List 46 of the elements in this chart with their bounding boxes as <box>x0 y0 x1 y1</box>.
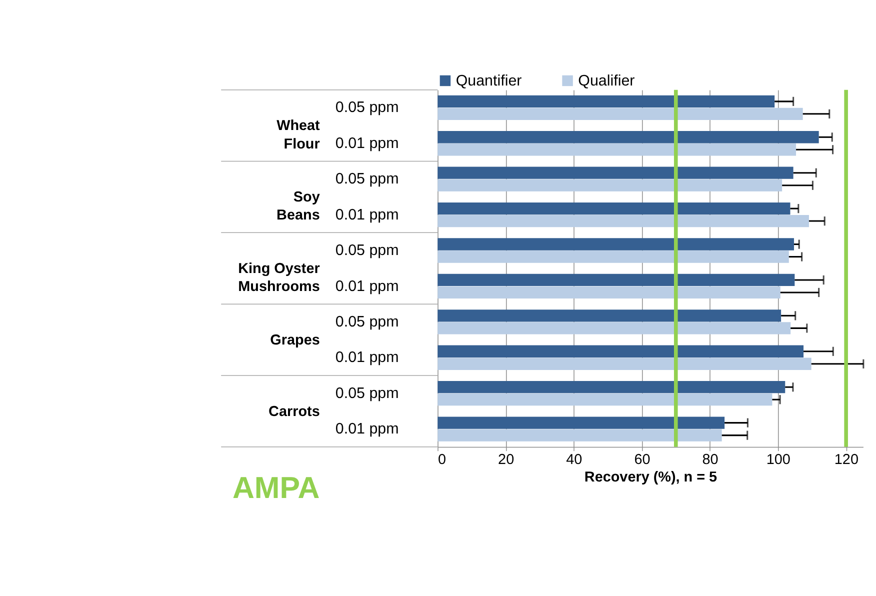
text: Wheat Flour <box>276 118 320 152</box>
text: King Oyster Mushrooms <box>238 260 320 296</box>
y-tick-label: 0.05 ppm <box>335 242 399 260</box>
bar <box>438 381 786 394</box>
bar <box>438 358 812 370</box>
x-tick-label: 120 <box>834 452 858 468</box>
legend-label: Qualifier <box>578 72 635 90</box>
x-tick-label: 20 <box>498 452 514 468</box>
bar <box>438 95 775 108</box>
y-tick-label: 0.05 ppm <box>335 170 399 188</box>
x-tick-label: 100 <box>766 452 790 468</box>
bar <box>438 131 819 144</box>
legend-label: Quantifier <box>456 72 522 90</box>
x-tick-label: 80 <box>702 452 718 468</box>
y-tick-label: 0.01 ppm <box>335 206 399 224</box>
bar <box>438 286 780 299</box>
bar <box>438 202 790 215</box>
bar <box>438 322 791 334</box>
bar <box>438 108 803 120</box>
bar <box>438 345 804 358</box>
x-tick-label: 0 <box>438 452 446 468</box>
y-tick-label: 0.01 ppm <box>335 278 399 295</box>
bar <box>438 394 772 406</box>
x-tick-label: 40 <box>566 452 582 468</box>
bar <box>438 214 809 228</box>
y-tick-label: 0.05 ppm <box>335 313 399 330</box>
bar <box>438 250 789 263</box>
bar <box>438 429 722 442</box>
text: Grapes <box>270 332 320 348</box>
bar <box>438 179 782 192</box>
x-axis-title: Recovery (%), n = 5 <box>584 469 718 486</box>
y-tick-label: 0.01 ppm <box>335 349 399 366</box>
y-tick-label: 0.01 ppm <box>335 134 399 152</box>
text: Carrots <box>268 404 320 420</box>
y-tick-label: 0.01 ppm <box>335 420 399 438</box>
text: Soy Beans <box>276 190 320 224</box>
y-tick-label: 0.05 ppm <box>335 99 399 116</box>
bar <box>438 310 782 322</box>
bar <box>438 274 795 286</box>
bar <box>438 238 794 250</box>
bar <box>438 416 725 429</box>
bar <box>438 144 796 156</box>
text: AMPA <box>232 470 320 505</box>
y-tick-label: 0.05 ppm <box>335 384 399 402</box>
bar <box>438 166 794 179</box>
x-tick-label: 60 <box>634 452 650 468</box>
